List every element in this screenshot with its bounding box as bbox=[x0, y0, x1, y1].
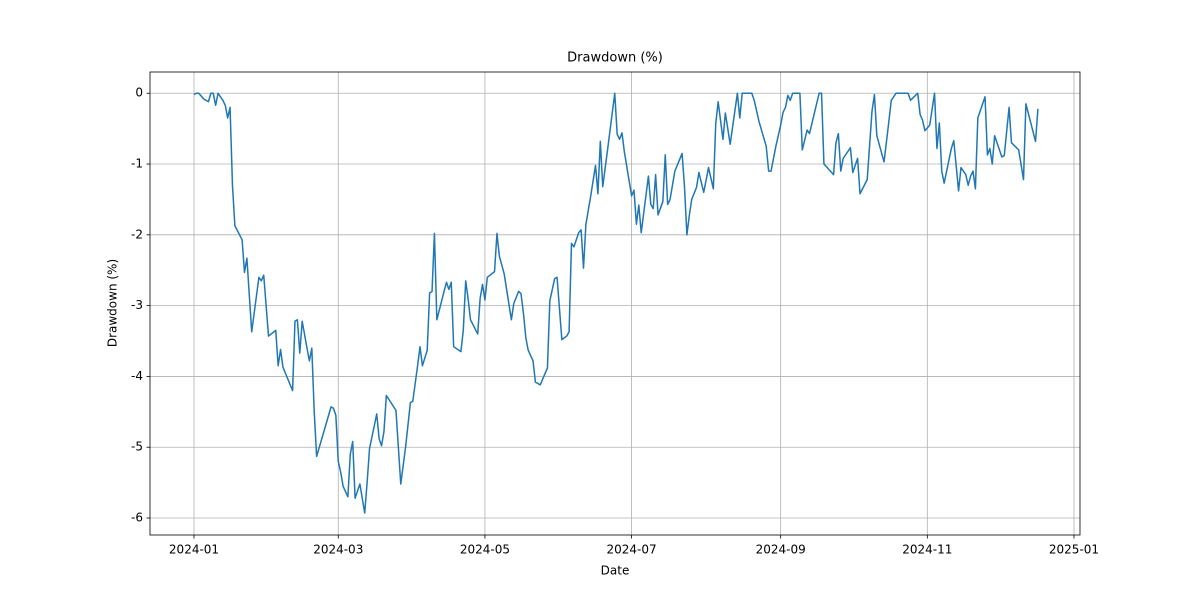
y-tick-label: -2 bbox=[131, 227, 143, 241]
x-tick-label: 2024-07 bbox=[607, 543, 657, 557]
y-tick-label: -4 bbox=[131, 369, 143, 383]
x-tick-label: 2024-09 bbox=[756, 543, 806, 557]
y-tick-label: -6 bbox=[131, 511, 143, 525]
x-tick-label: 2025-01 bbox=[1049, 543, 1099, 557]
y-tick-label: -3 bbox=[131, 298, 143, 312]
x-axis-label: Date bbox=[601, 564, 630, 578]
y-axis-label: Drawdown (%) bbox=[106, 259, 120, 347]
chart-title: Drawdown (%) bbox=[567, 51, 663, 66]
x-tick-label: 2024-05 bbox=[460, 543, 510, 557]
x-tick-label: 2024-01 bbox=[169, 543, 219, 557]
y-tick-label: -5 bbox=[131, 440, 143, 454]
x-tick-label: 2024-03 bbox=[313, 543, 363, 557]
drawdown-line bbox=[193, 92, 1039, 514]
x-tick-label: 2024-11 bbox=[902, 543, 952, 557]
y-tick-label: 0 bbox=[135, 86, 143, 100]
plot-frame bbox=[149, 71, 1081, 536]
y-tick-label: -1 bbox=[131, 157, 143, 171]
